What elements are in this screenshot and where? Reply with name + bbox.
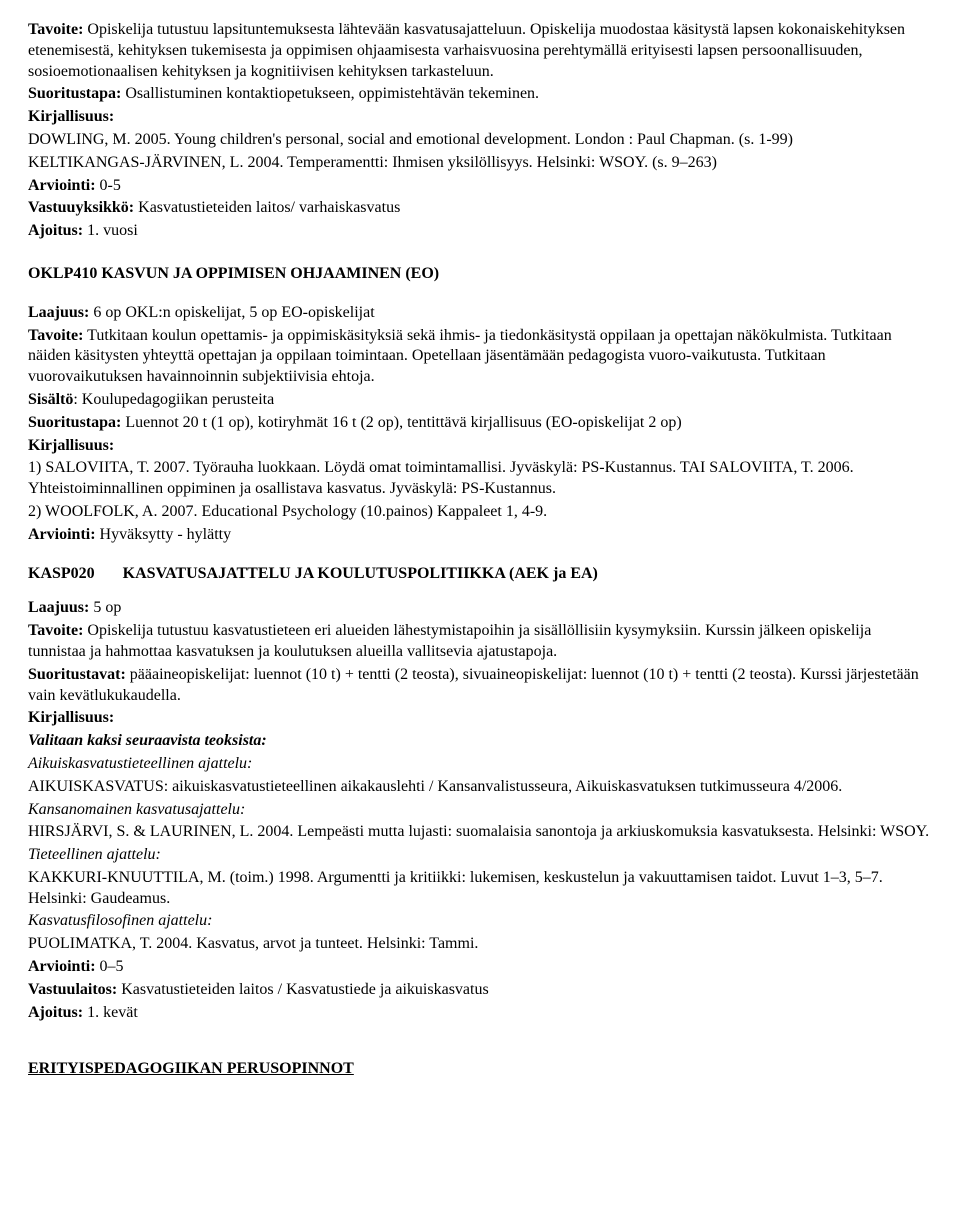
- laajuus-line: Laajuus: 5 op: [28, 598, 932, 619]
- suoritustapa-label: Suoritustapa:: [28, 85, 121, 102]
- category-4: Kasvatusfilosofinen ajattelu:: [28, 911, 932, 932]
- laajuus-label: Laajuus:: [28, 599, 89, 616]
- category-4-ref: PUOLIMATKA, T. 2004. Kasvatus, arvot ja …: [28, 934, 932, 955]
- kasp020-code: KASP020: [28, 565, 95, 582]
- arviointi-line: Arviointi: 0-5: [28, 176, 932, 197]
- category-3: Tieteellinen ajattelu:: [28, 845, 932, 866]
- tavoite-text: Tutkitaan koulun opettamis- ja oppimiskä…: [28, 327, 892, 386]
- suoritustavat-label: Suoritustavat:: [28, 666, 126, 683]
- vastuu-text: Kasvatustieteiden laitos/ varhaiskasvatu…: [134, 199, 400, 216]
- reference-1: 1) SALOVIITA, T. 2007. Työrauha luokkaan…: [28, 458, 932, 500]
- kirjallisuus-label: Kirjallisuus:: [28, 436, 932, 457]
- tavoite-line: Tavoite: Opiskelija tutustuu kasvatustie…: [28, 621, 932, 663]
- reference-2: 2) WOOLFOLK, A. 2007. Educational Psycho…: [28, 502, 932, 523]
- laajuus-label: Laajuus:: [28, 304, 89, 321]
- ajoitus-text: 1. kevät: [83, 1004, 138, 1021]
- sisalto-text: : Koulupedagogiikan perusteita: [73, 391, 274, 408]
- ajoitus-line: Ajoitus: 1. kevät: [28, 1003, 932, 1024]
- sisalto-label: Sisältö: [28, 391, 73, 408]
- arviointi-line: Arviointi: Hyväksytty - hylätty: [28, 525, 932, 546]
- ajoitus-label: Ajoitus:: [28, 222, 83, 239]
- category-1-ref: AIKUISKASVATUS: aikuiskasvatustieteellin…: [28, 777, 932, 798]
- suoritustavat-text: pääaineopiskelijat: luennot (10 t) + ten…: [28, 666, 919, 704]
- laajuus-line: Laajuus: 6 op OKL:n opiskelijat, 5 op EO…: [28, 303, 932, 324]
- laajuus-text: 6 op OKL:n opiskelijat, 5 op EO-opiskeli…: [89, 304, 374, 321]
- category-2: Kansanomainen kasvatusajattelu:: [28, 800, 932, 821]
- oklp410-block: Laajuus: 6 op OKL:n opiskelijat, 5 op EO…: [28, 303, 932, 546]
- kasp020-title: KASVATUSAJATTELU JA KOULUTUSPOLITIIKKA (…: [123, 565, 598, 582]
- category-3-ref: KAKKURI-KNUUTTILA, M. (toim.) 1998. Argu…: [28, 868, 932, 910]
- ajoitus-line: Ajoitus: 1. vuosi: [28, 221, 932, 242]
- arviointi-line: Arviointi: 0–5: [28, 957, 932, 978]
- tavoite-label: Tavoite:: [28, 327, 83, 344]
- valitaan-text: Valitaan kaksi seuraavista teoksista:: [28, 731, 932, 752]
- arviointi-label: Arviointi:: [28, 526, 96, 543]
- suoritustapa-label: Suoritustapa:: [28, 414, 121, 431]
- course-intro-block: Tavoite: Opiskelija tutustuu lapsituntem…: [28, 20, 932, 242]
- vastuu-label: Vastuuyksikkö:: [28, 199, 134, 216]
- ajoitus-label: Ajoitus:: [28, 1004, 83, 1021]
- suoritustapa-line: Suoritustapa: Osallistuminen kontaktiope…: [28, 84, 932, 105]
- category-2-ref: HIRSJÄRVI, S. & LAURINEN, L. 2004. Lempe…: [28, 822, 932, 843]
- suoritustapa-text: Osallistuminen kontaktiopetukseen, oppim…: [121, 85, 539, 102]
- arviointi-text: 0-5: [96, 177, 121, 194]
- tavoite-line: Tavoite: Tutkitaan koulun opettamis- ja …: [28, 326, 932, 388]
- tavoite-text: Opiskelija tutustuu lapsituntemuksesta l…: [28, 21, 905, 80]
- kasp020-heading: KASP020 KASVATUSAJATTELU JA KOULUTUSPOLI…: [28, 564, 932, 585]
- kirjallisuus-label: Kirjallisuus:: [28, 708, 932, 729]
- vastuu-text: Kasvatustieteiden laitos / Kasvatustiede…: [117, 981, 488, 998]
- vastuu-label: Vastuulaitos:: [28, 981, 117, 998]
- vastuu-line: Vastuuyksikkö: Kasvatustieteiden laitos/…: [28, 198, 932, 219]
- sisalto-line: Sisältö: Koulupedagogiikan perusteita: [28, 390, 932, 411]
- kasp020-block: Laajuus: 5 op Tavoite: Opiskelija tutust…: [28, 598, 932, 1023]
- arviointi-label: Arviointi:: [28, 177, 96, 194]
- arviointi-text: 0–5: [96, 958, 124, 975]
- reference-1: DOWLING, M. 2005. Young children's perso…: [28, 130, 932, 151]
- arviointi-text: Hyväksytty - hylätty: [96, 526, 232, 543]
- suoritustavat-line: Suoritustavat: pääaineopiskelijat: luenn…: [28, 665, 932, 707]
- ajoitus-text: 1. vuosi: [83, 222, 138, 239]
- vastuu-line: Vastuulaitos: Kasvatustieteiden laitos /…: [28, 980, 932, 1001]
- suoritustapa-text: Luennot 20 t (1 op), kotiryhmät 16 t (2 …: [121, 414, 681, 431]
- oklp410-title: OKLP410 KASVUN JA OPPIMISEN OHJAAMINEN (…: [28, 264, 932, 285]
- footer-heading: ERITYISPEDAGOGIIKAN PERUSOPINNOT: [28, 1059, 932, 1080]
- tavoite-label: Tavoite:: [28, 622, 83, 639]
- arviointi-label: Arviointi:: [28, 958, 96, 975]
- tavoite-line: Tavoite: Opiskelija tutustuu lapsituntem…: [28, 20, 932, 82]
- tavoite-label: Tavoite:: [28, 21, 83, 38]
- reference-2: KELTIKANGAS-JÄRVINEN, L. 2004. Temperame…: [28, 153, 932, 174]
- kirjallisuus-label: Kirjallisuus:: [28, 107, 932, 128]
- category-1: Aikuiskasvatustieteellinen ajattelu:: [28, 754, 932, 775]
- suoritustapa-line: Suoritustapa: Luennot 20 t (1 op), kotir…: [28, 413, 932, 434]
- tavoite-text: Opiskelija tutustuu kasvatustieteen eri …: [28, 622, 871, 660]
- laajuus-text: 5 op: [89, 599, 121, 616]
